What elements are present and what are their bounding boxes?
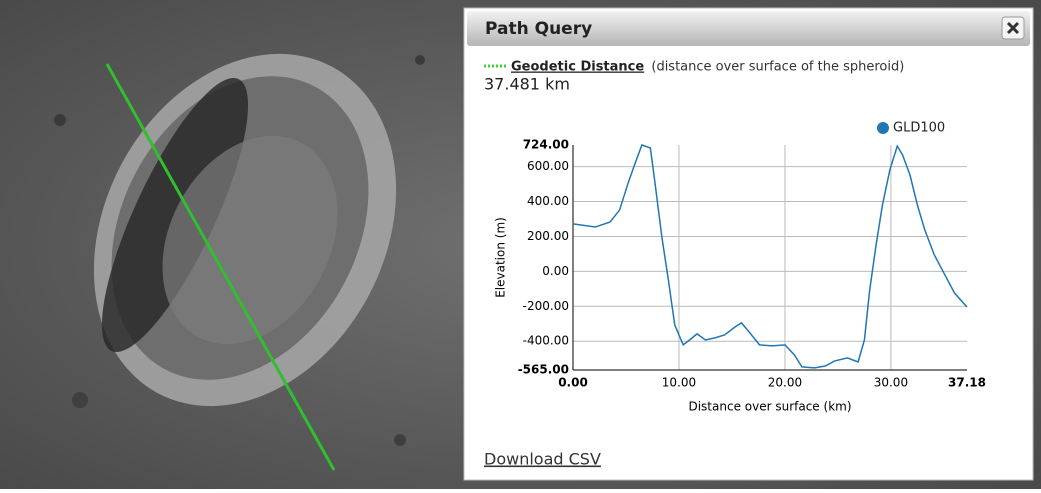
y-tick-label: -400.00	[523, 334, 569, 348]
panel-header	[467, 11, 1030, 46]
x-axis-label: Distance over surface (km)	[688, 400, 851, 414]
panel: Path Query Geodetic Distance (distance o…	[463, 7, 1034, 481]
path-line	[105, 63, 336, 471]
x-tick-label: 10.00	[662, 376, 696, 390]
y-tick-label: -200.00	[523, 299, 569, 313]
y-tick-label: 724.00	[523, 138, 569, 152]
y-tick-label: 0.00	[542, 264, 569, 278]
x-tick-label: 37.18	[948, 376, 986, 390]
y-axis-label: Elevation (m)	[494, 217, 508, 298]
download-link[interactable]: Download CSV	[484, 450, 601, 469]
distance: 37.481 km	[484, 75, 570, 94]
y-tick-label: 200.00	[527, 229, 569, 243]
x-tick-label: 30.00	[874, 376, 908, 390]
measure-name[interactable]: Geodetic Distance	[511, 60, 644, 75]
chart: -565.00 -400.00 -200.00 0.00 200.00 400.00 600…	[494, 121, 986, 414]
series-line	[572, 144, 968, 369]
panel-title: Path Query	[485, 19, 592, 39]
y-tick-label: 600.00	[527, 159, 569, 173]
legend-marker	[877, 122, 889, 134]
measure-note: (distance over surface of the spheroid)	[651, 60, 904, 75]
y-tick-label: -565.00	[518, 363, 569, 377]
legend-label: GLD100	[893, 121, 945, 136]
x-tick-label: 20.00	[768, 376, 802, 390]
y-tick-label: 400.00	[527, 194, 569, 208]
x-tick-label: 0.00	[558, 376, 588, 390]
close-button[interactable]	[1001, 16, 1025, 40]
